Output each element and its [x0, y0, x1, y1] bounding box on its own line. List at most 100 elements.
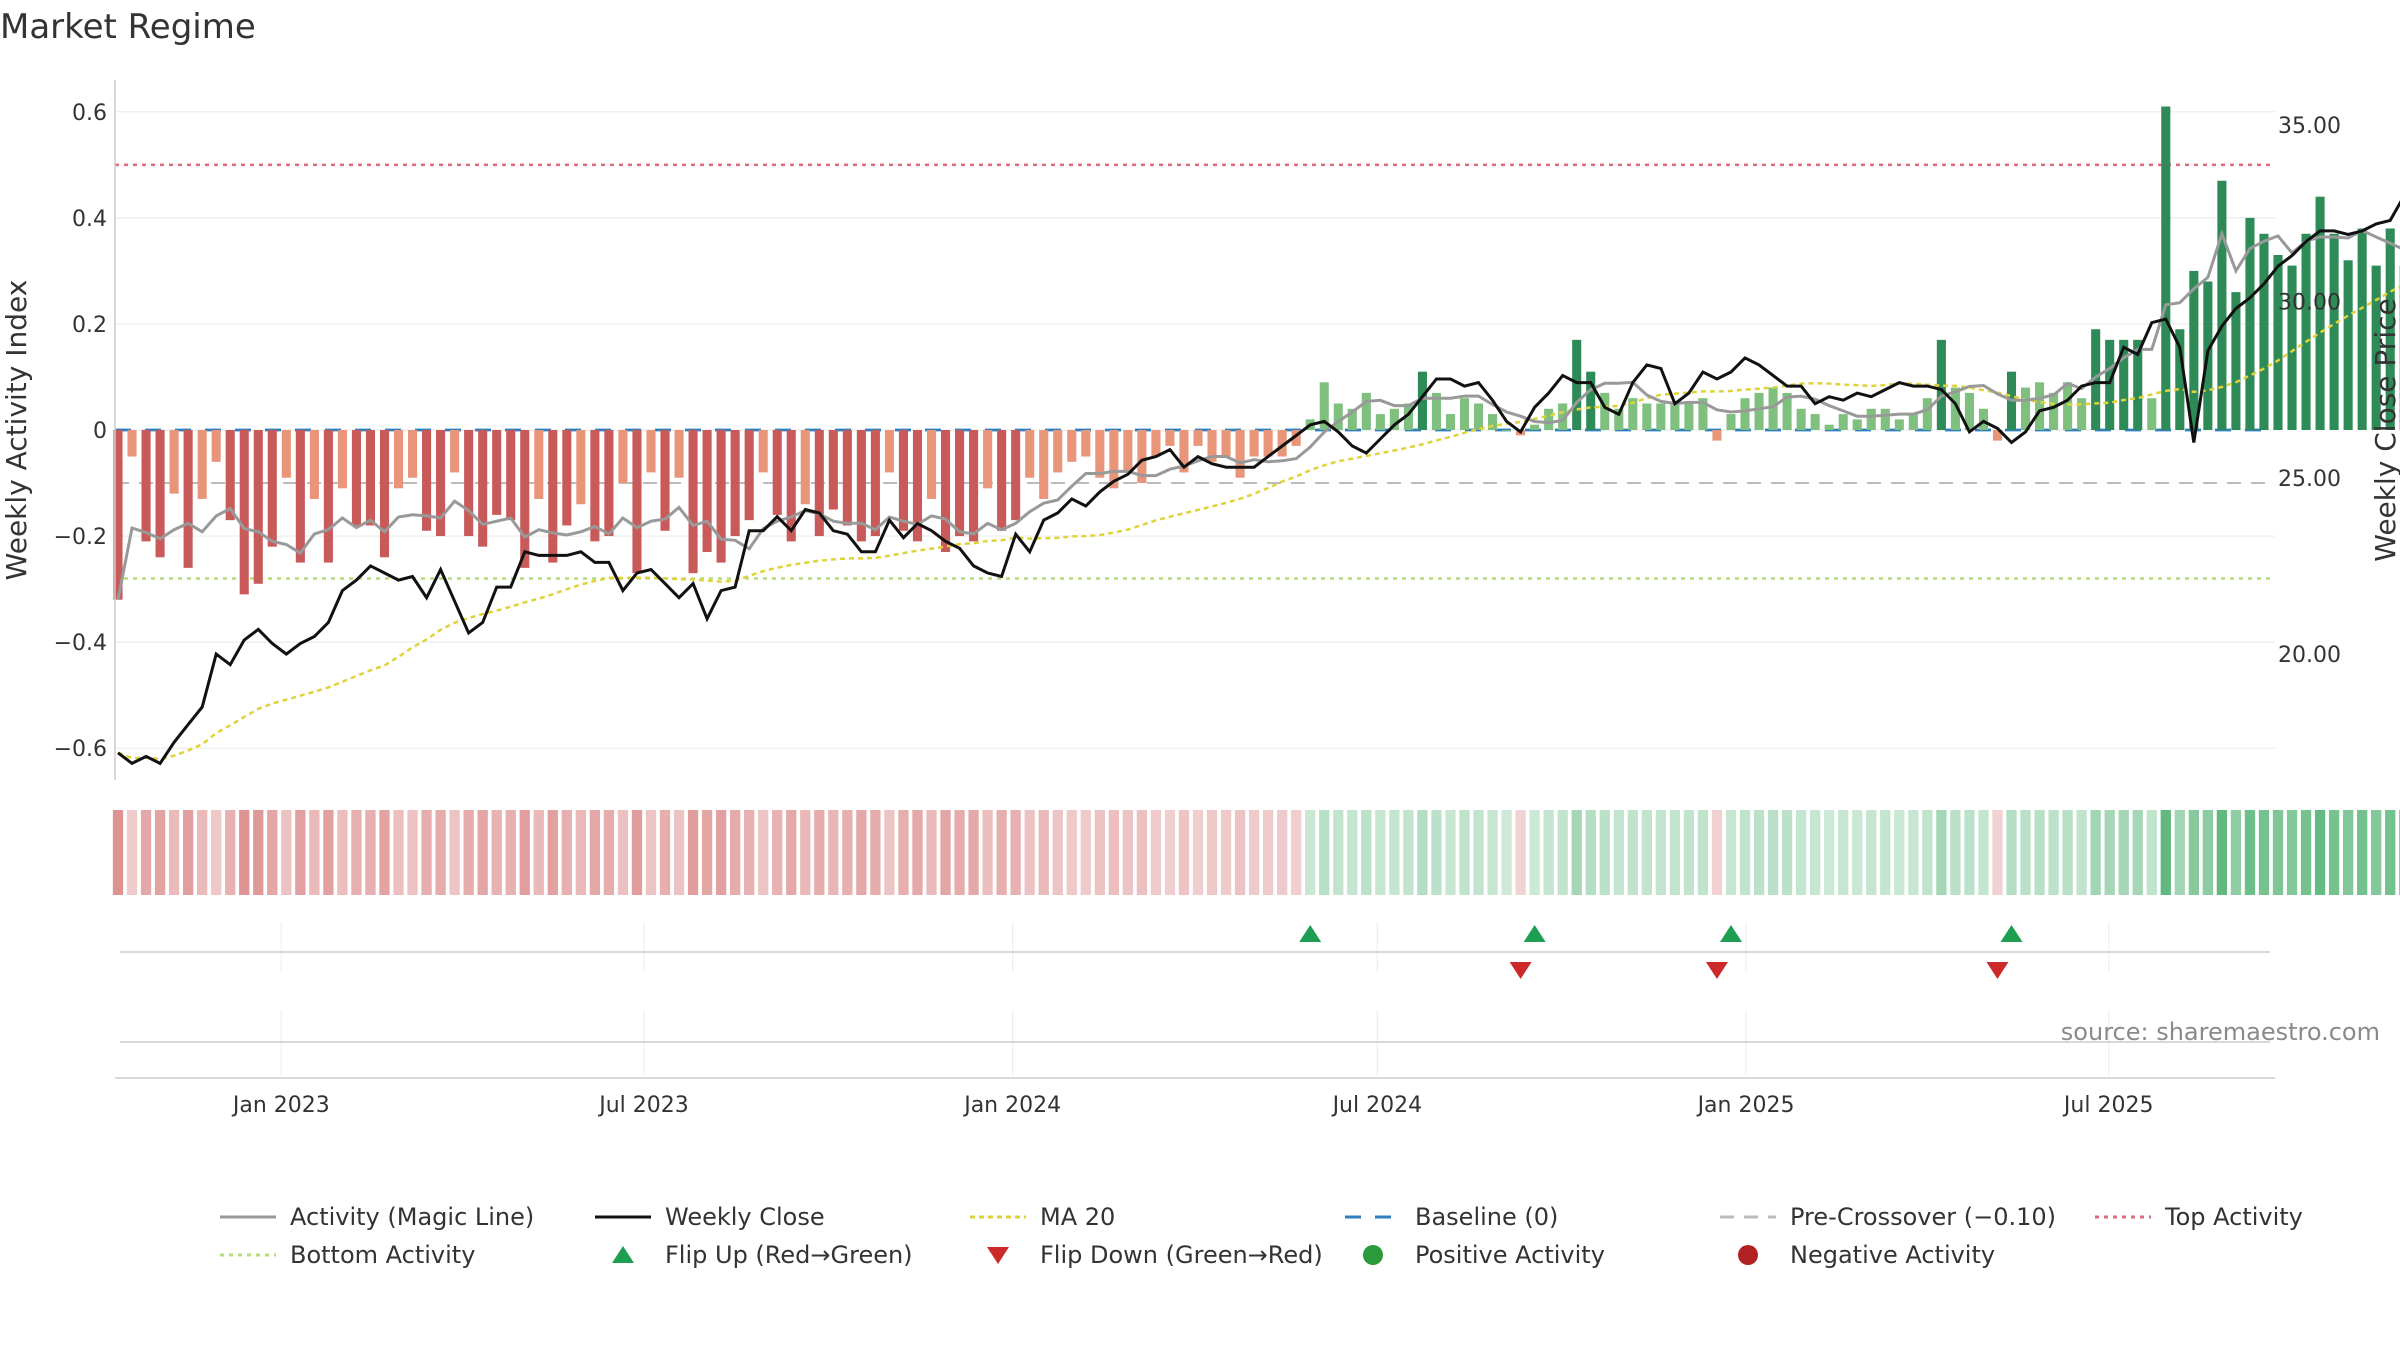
regime-strip-cell [1599, 810, 1610, 895]
regime-strip-cell [1613, 810, 1624, 895]
legend-swatch [1738, 1245, 1758, 1265]
activity-bar [365, 430, 376, 526]
regime-strip-cell [1136, 810, 1148, 895]
activity-bar [113, 430, 123, 600]
activity-bar [1936, 339, 1946, 430]
activity-bar [267, 430, 277, 547]
regime-strip-cell [1809, 810, 1821, 895]
regime-strip-cell [533, 810, 544, 895]
regime-strip-cell [1066, 810, 1077, 895]
regime-strip-cell [323, 810, 334, 895]
regime-strip-cell [856, 810, 867, 895]
flip-markers [1299, 925, 2023, 979]
activity-bar [1193, 430, 1203, 446]
activity-bar [478, 430, 488, 547]
regime-strip-cell [1038, 810, 1049, 895]
left-tick-label: −0.6 [54, 737, 107, 762]
activity-bar [1025, 430, 1035, 478]
activity-bar [1908, 414, 1918, 430]
activity-bar [1361, 392, 1371, 430]
activity-bar [955, 430, 965, 537]
regime-strip-cell [253, 810, 264, 895]
regime-strip-cell [2216, 810, 2228, 895]
activity-bar [2273, 255, 2283, 430]
activity-bar [1628, 398, 1638, 430]
regime-strip-cell [2385, 810, 2396, 895]
regime-strip-cell [1992, 810, 2003, 895]
flip-down-marker [1986, 962, 2009, 979]
activity-bar [1740, 398, 1750, 430]
activity-bar [1249, 430, 1259, 457]
regime-strip-cell [603, 810, 615, 895]
activity-bar [1081, 430, 1091, 457]
activity-bar [2287, 265, 2297, 430]
activity-bar [1838, 414, 1848, 430]
activity-bar [393, 430, 404, 489]
activity-bar [716, 430, 726, 563]
activity-bar [969, 430, 979, 542]
activity-bar [1039, 430, 1049, 499]
regime-strip-cell [1150, 810, 1162, 895]
regime-strip-cell [1220, 810, 1232, 895]
activity-bar [1165, 430, 1175, 446]
regime-strip-cell [617, 810, 629, 895]
regime-strip-cell [2062, 810, 2073, 895]
activity-bar [1207, 430, 1217, 462]
regime-strip-cell [2300, 810, 2312, 895]
activity-bar [1782, 392, 1792, 430]
regime-strip-cell [1277, 810, 1288, 895]
activity-bar [912, 430, 923, 542]
activity-magic-line [116, 228, 2400, 600]
activity-bar [309, 430, 319, 499]
activity-bar [506, 430, 516, 521]
regime-strip-cell [645, 810, 657, 895]
activity-bar [1067, 430, 1077, 462]
activity-bar [1011, 430, 1021, 521]
legend-label: MA 20 [1040, 1203, 1115, 1231]
regime-strip-cell [267, 810, 278, 895]
activity-bar [351, 430, 361, 526]
regime-strip-cell [1655, 810, 1667, 895]
regime-strip-cell [435, 810, 446, 895]
regime-strip-cell [421, 810, 432, 895]
regime-strip-cell [2076, 810, 2087, 895]
activity-bar [576, 430, 586, 505]
activity-bar [225, 430, 235, 521]
activity-bar [983, 430, 993, 489]
activity-bar [1053, 430, 1063, 473]
regime-strip-cell [1122, 810, 1134, 895]
legend-label: Weekly Close [665, 1203, 825, 1231]
regime-strip-cell [1248, 810, 1260, 895]
activity-bar [1712, 430, 1722, 441]
regime-strip-cell [659, 810, 671, 895]
regime-strip-cell [1585, 810, 1596, 895]
regime-strip-cell [1361, 810, 1372, 895]
activity-bar [1151, 430, 1161, 457]
activity-bar [127, 430, 137, 457]
legend-label: Flip Up (Red→Green) [665, 1241, 913, 1269]
regime-strip-cell [295, 810, 306, 895]
left-tick-label: 0.2 [72, 313, 107, 338]
regime-strip-cell [1557, 810, 1568, 895]
activity-bar [2077, 398, 2087, 430]
activity-bar [2091, 329, 2101, 430]
regime-strip-cell [758, 810, 769, 895]
regime-strip-cell [281, 810, 292, 895]
activity-bar [1950, 387, 1960, 430]
left-axis-title: Weekly Activity Index [0, 280, 33, 581]
activity-bar [492, 430, 502, 515]
regime-strip-cell [449, 810, 460, 895]
regime-strip-cell [393, 810, 404, 895]
regime-strip-cell [954, 810, 965, 895]
regime-strip-cell [575, 810, 587, 895]
regime-strip-cell [701, 810, 713, 895]
activity-bar [898, 430, 909, 531]
activity-bar [1796, 408, 1806, 430]
regime-strip-cell [337, 810, 348, 895]
right-tick-label: 30.00 [2278, 290, 2341, 315]
activity-bar [1922, 398, 1932, 430]
right-axis-title: Weekly Close Price [2369, 298, 2400, 561]
activity-bar [1179, 430, 1189, 473]
flip-up-marker [2000, 925, 2023, 942]
